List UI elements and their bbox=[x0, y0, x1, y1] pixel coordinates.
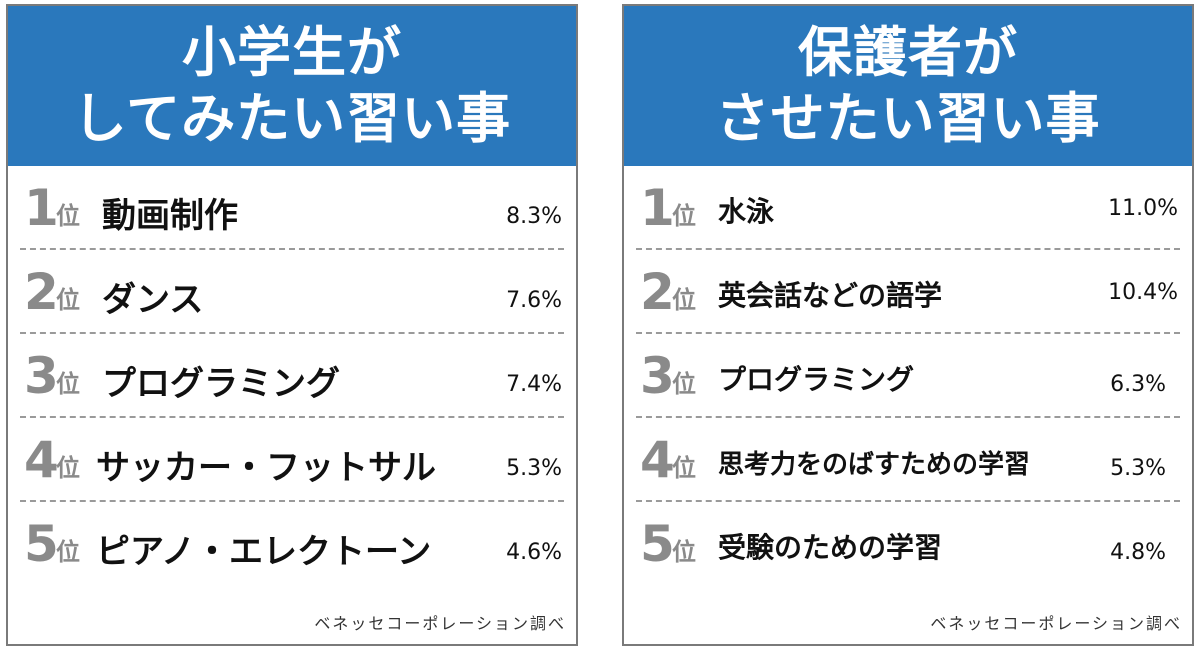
rank-item-label: 受験のための学習 bbox=[718, 531, 943, 564]
rank-row: 3 位 プログラミング 6.3% bbox=[636, 334, 1180, 418]
rank-row: 3 位 プログラミング 7.4% bbox=[20, 334, 564, 418]
rank-list: 1 位 水泳 11.0% 2 位 英会話などの語学 10.4% 3 位 プログラ… bbox=[624, 166, 1192, 586]
rank-row: 5 位 受験のための学習 4.8% bbox=[636, 502, 1180, 586]
rank-value: 4.6% bbox=[506, 540, 562, 565]
rank-unit: 位 bbox=[56, 454, 80, 482]
rank-item-label: 思考力をのばすための学習 bbox=[718, 450, 1031, 480]
rank-item-label: 英会話などの語学 bbox=[718, 279, 943, 312]
rank-row: 5 位 ピアノ・エレクトーン 4.6% bbox=[20, 502, 564, 586]
rank-row: 2 位 ダンス 7.6% bbox=[20, 250, 564, 334]
ranking-panel-parents: 保護者が させたい習い事 1 位 水泳 11.0% 2 位 英会話などの語学 1… bbox=[622, 4, 1194, 646]
ranking-panel-children: 小学生が してみたい習い事 1 位 動画制作 8.3% 2 位 ダンス 7.6%… bbox=[6, 4, 578, 646]
panel-title-line-2: してみたい習い事 bbox=[72, 87, 512, 150]
rank-number: 2 bbox=[24, 263, 59, 321]
panel-title: 保護者が させたい習い事 bbox=[624, 6, 1192, 166]
rank-row: 4 位 思考力をのばすための学習 5.3% bbox=[636, 418, 1180, 502]
rank-number: 1 bbox=[24, 179, 59, 237]
rank-number: 3 bbox=[24, 347, 59, 405]
rank-value: 7.4% bbox=[506, 372, 562, 397]
rank-item-label: サッカー・フットサル bbox=[96, 448, 436, 488]
rank-number: 1 bbox=[640, 179, 675, 237]
rank-row: 2 位 英会話などの語学 10.4% bbox=[636, 250, 1180, 334]
rank-unit: 位 bbox=[672, 202, 696, 230]
rank-unit: 位 bbox=[672, 538, 696, 566]
rank-value: 4.8% bbox=[1110, 540, 1166, 565]
rank-unit: 位 bbox=[56, 538, 80, 566]
panel-title-line-2: させたい習い事 bbox=[715, 87, 1101, 150]
panel-title-line-1: 小学生が bbox=[182, 21, 402, 84]
rank-value: 5.3% bbox=[1110, 456, 1166, 481]
rank-unit: 位 bbox=[56, 370, 80, 398]
rank-row: 1 位 水泳 11.0% bbox=[636, 166, 1180, 250]
rank-unit: 位 bbox=[56, 202, 80, 230]
rank-row: 4 位 サッカー・フットサル 5.3% bbox=[20, 418, 564, 502]
rank-number: 5 bbox=[640, 515, 675, 573]
rank-number: 3 bbox=[640, 347, 675, 405]
rank-row: 1 位 動画制作 8.3% bbox=[20, 166, 564, 250]
rank-number: 4 bbox=[24, 431, 59, 489]
rank-value: 8.3% bbox=[506, 204, 562, 229]
rank-unit: 位 bbox=[672, 370, 696, 398]
rank-number: 5 bbox=[24, 515, 59, 573]
rank-item-label: 水泳 bbox=[718, 195, 775, 228]
source-note: ベネッセコーポレーション調べ bbox=[930, 614, 1182, 633]
rank-item-label: プログラミング bbox=[102, 364, 340, 404]
rank-item-label: ダンス bbox=[102, 280, 204, 320]
rank-value: 6.3% bbox=[1110, 372, 1166, 397]
rank-item-label: 動画制作 bbox=[102, 196, 238, 236]
rank-value: 7.6% bbox=[506, 288, 562, 313]
panel-title: 小学生が してみたい習い事 bbox=[8, 6, 576, 166]
panel-title-line-1: 保護者が bbox=[798, 21, 1018, 84]
rank-value: 10.4% bbox=[1108, 280, 1178, 305]
source-note: ベネッセコーポレーション調べ bbox=[314, 614, 566, 633]
rank-unit: 位 bbox=[56, 286, 80, 314]
rank-item-label: ピアノ・エレクトーン bbox=[96, 532, 432, 572]
rank-unit: 位 bbox=[672, 454, 696, 482]
rank-number: 2 bbox=[640, 263, 675, 321]
rank-value: 11.0% bbox=[1108, 196, 1178, 221]
rank-list: 1 位 動画制作 8.3% 2 位 ダンス 7.6% 3 位 プログラミング 7… bbox=[8, 166, 576, 586]
rank-unit: 位 bbox=[672, 286, 696, 314]
rank-item-label: プログラミング bbox=[718, 363, 915, 396]
rank-value: 5.3% bbox=[506, 456, 562, 481]
rank-number: 4 bbox=[640, 431, 675, 489]
